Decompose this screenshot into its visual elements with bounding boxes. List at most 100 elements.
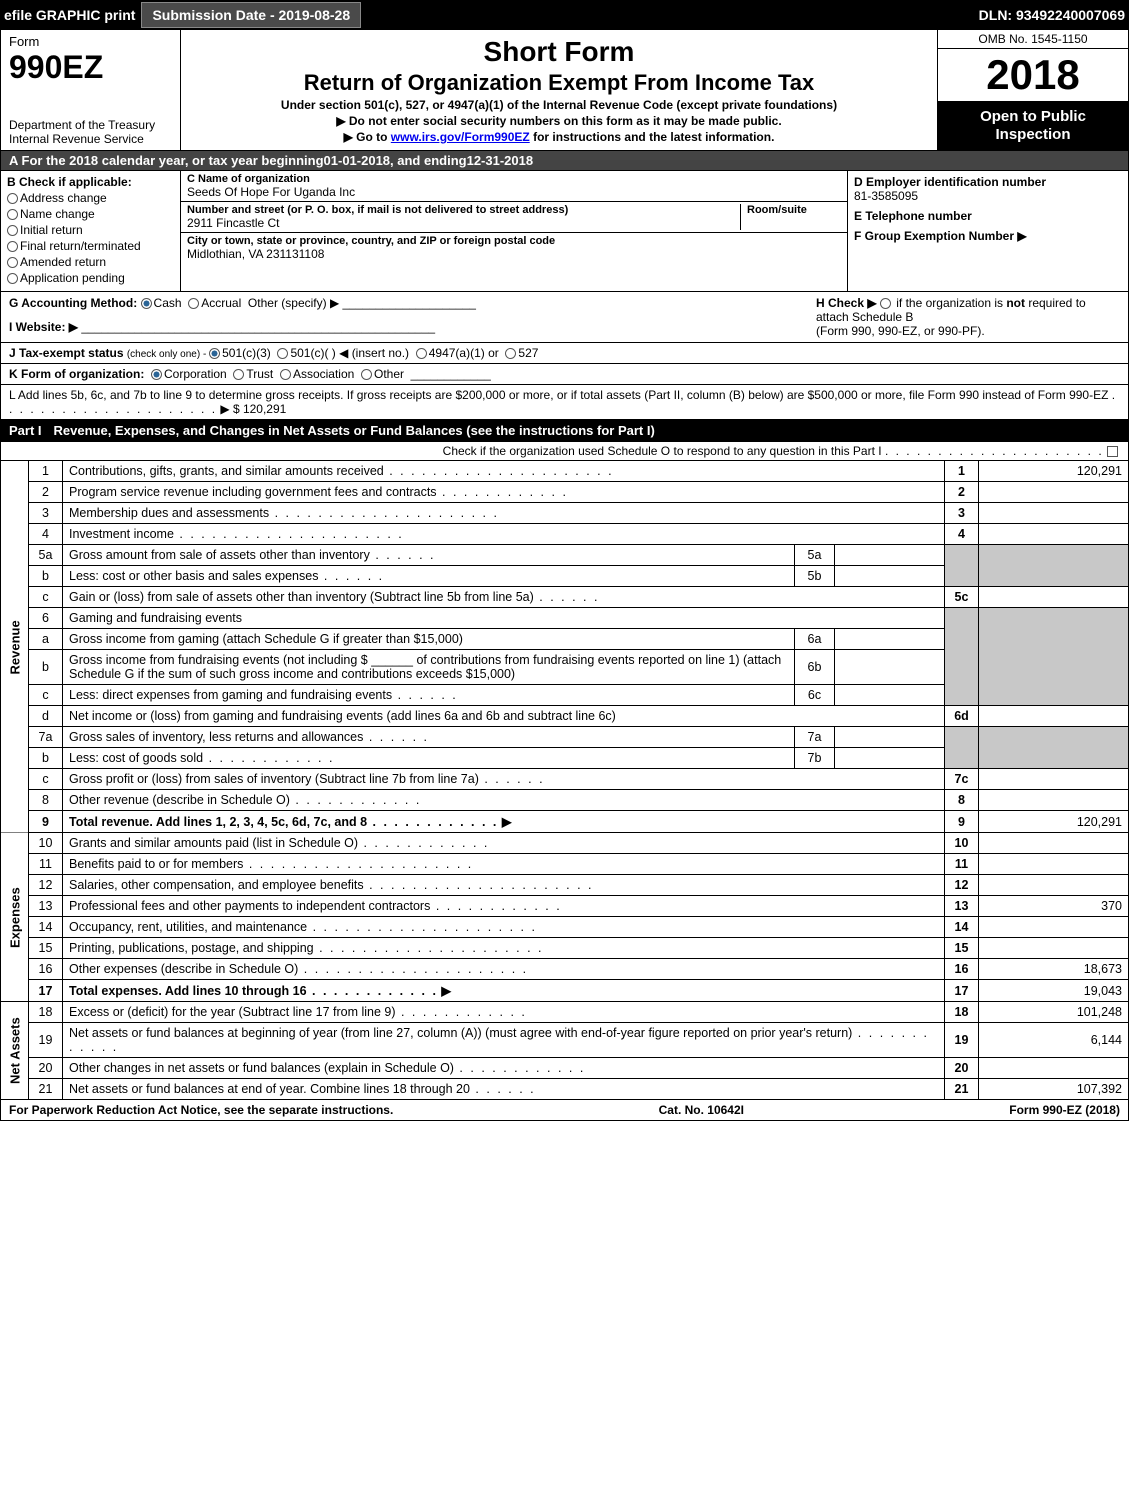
form-header-right: OMB No. 1545-1150 2018 Open to Public In… xyxy=(938,30,1128,150)
j-501c-radio[interactable] xyxy=(277,348,288,359)
b-amended-return[interactable]: Amended return xyxy=(7,255,174,269)
footer-mid: Cat. No. 10642I xyxy=(659,1103,744,1117)
table-row: 2 Program service revenue including gove… xyxy=(1,482,1129,503)
efile-topbar: efile GRAPHIC print Submission Date - 20… xyxy=(0,0,1129,30)
side-revenue: Revenue xyxy=(1,461,29,833)
dln-label: DLN: 93492240007069 xyxy=(979,7,1125,23)
k-row: K Form of organization: Corporation Trus… xyxy=(0,364,1129,385)
irs-label: Internal Revenue Service xyxy=(9,132,172,146)
c-street-value: 2911 Fincastle Ct xyxy=(187,216,734,230)
col-c: C Name of organization Seeds Of Hope For… xyxy=(181,171,848,291)
j-501c3: 501(c)(3) xyxy=(222,346,271,360)
short-form-title: Short Form xyxy=(189,36,929,68)
j-4947: 4947(a)(1) or xyxy=(429,346,499,360)
table-row: Expenses 10 Grants and similar amounts p… xyxy=(1,833,1129,854)
b-final-return[interactable]: Final return/terminated xyxy=(7,239,174,253)
table-row: c Gain or (loss) from sale of assets oth… xyxy=(1,587,1129,608)
h-text1: if the organization is xyxy=(896,296,1006,310)
form-header-left: Form 990EZ Department of the Treasury In… xyxy=(1,30,181,150)
table-row: 8 Other revenue (describe in Schedule O)… xyxy=(1,790,1129,811)
g-cash-radio[interactable] xyxy=(141,298,152,309)
table-row: 6 Gaming and fundraising events xyxy=(1,608,1129,629)
e-tel-label: E Telephone number xyxy=(854,209,1122,223)
h-block: H Check ▶ if the organization is not req… xyxy=(808,292,1128,342)
h-text3: (Form 990, 990-EZ, or 990-PF). xyxy=(816,324,985,338)
j-label: J Tax-exempt status xyxy=(9,346,127,360)
part1-header: Part I Revenue, Expenses, and Changes in… xyxy=(0,420,1129,442)
side-netassets: Net Assets xyxy=(1,1002,29,1100)
k-other-radio[interactable] xyxy=(361,369,372,380)
footer-row: For Paperwork Reduction Act Notice, see … xyxy=(0,1100,1129,1121)
d-ein-value: 81-3585095 xyxy=(854,189,1122,203)
l-value: 120,291 xyxy=(243,402,286,416)
part1-table: Revenue 1 Contributions, gifts, grants, … xyxy=(0,461,1129,1100)
k-corp: Corporation xyxy=(164,367,227,381)
f-group-exemption: F Group Exemption Number ▶ xyxy=(854,229,1122,243)
k-assoc-radio[interactable] xyxy=(280,369,291,380)
c-city-value: Midlothian, VA 231131108 xyxy=(187,247,841,261)
c-name-block: C Name of organization Seeds Of Hope For… xyxy=(181,171,847,202)
g-cash: Cash xyxy=(154,296,182,310)
k-label: K Form of organization: xyxy=(9,367,144,381)
j-527-radio[interactable] xyxy=(505,348,516,359)
j-row: J Tax-exempt status (check only one) - 5… xyxy=(0,343,1129,364)
part1-title: Revenue, Expenses, and Changes in Net As… xyxy=(54,423,1120,438)
dept-treasury: Department of the Treasury xyxy=(9,118,172,132)
table-row: Revenue 1 Contributions, gifts, grants, … xyxy=(1,461,1129,482)
entity-block: B Check if applicable: Address change Na… xyxy=(0,171,1129,292)
j-527: 527 xyxy=(518,346,538,360)
g-accrual: Accrual xyxy=(201,296,241,310)
c-name-value: Seeds Of Hope For Uganda Inc xyxy=(187,185,841,199)
b-name-change[interactable]: Name change xyxy=(7,207,174,221)
b-initial-return[interactable]: Initial return xyxy=(7,223,174,237)
footer-left: For Paperwork Reduction Act Notice, see … xyxy=(9,1103,393,1117)
form-header-mid: Short Form Return of Organization Exempt… xyxy=(181,30,938,150)
col-d: D Employer identification number 81-3585… xyxy=(848,171,1128,291)
form-header: Form 990EZ Department of the Treasury In… xyxy=(0,30,1129,151)
k-assoc: Association xyxy=(293,367,354,381)
i-website-label: I Website: ▶ xyxy=(9,320,78,334)
k-trust-radio[interactable] xyxy=(233,369,244,380)
g-block: G Accounting Method: Cash Accrual Other … xyxy=(1,292,808,342)
period-mid: , and ending xyxy=(390,153,467,168)
table-row: d Net income or (loss) from gaming and f… xyxy=(1,706,1129,727)
part1-check-row: Check if the organization used Schedule … xyxy=(0,442,1129,461)
c-street-label: Number and street (or P. O. box, if mail… xyxy=(187,204,734,216)
num: 1 xyxy=(945,461,979,482)
period-begin: 01-01-2018 xyxy=(324,153,391,168)
b-address-change[interactable]: Address change xyxy=(7,191,174,205)
k-trust: Trust xyxy=(246,367,273,381)
table-row: 14 Occupancy, rent, utilities, and maint… xyxy=(1,917,1129,938)
h-check[interactable] xyxy=(880,298,891,309)
efile-label: efile GRAPHIC print xyxy=(4,7,135,23)
val: 120,291 xyxy=(979,461,1129,482)
table-row: 5a Gross amount from sale of assets othe… xyxy=(1,545,1129,566)
j-501c3-radio[interactable] xyxy=(209,348,220,359)
table-row: 15 Printing, publications, postage, and … xyxy=(1,938,1129,959)
table-row: 9 Total revenue. Add lines 1, 2, 3, 4, 5… xyxy=(1,811,1129,833)
goto-post: for instructions and the latest informat… xyxy=(530,130,775,144)
submission-date-button[interactable]: Submission Date - 2019-08-28 xyxy=(141,2,361,28)
h-label: H Check ▶ xyxy=(816,296,880,310)
j-4947-radio[interactable] xyxy=(416,348,427,359)
table-row: 20 Other changes in net assets or fund b… xyxy=(1,1058,1129,1079)
desc: Contributions, gifts, grants, and simila… xyxy=(63,461,945,482)
c-name-label: C Name of organization xyxy=(187,173,841,185)
under-section: Under section 501(c), 527, or 4947(a)(1)… xyxy=(189,98,929,112)
goto-pre: ▶ Go to xyxy=(344,130,391,144)
no-ssn-note: ▶ Do not enter social security numbers o… xyxy=(189,114,929,128)
k-corp-radio[interactable] xyxy=(151,369,162,380)
table-row: 17 Total expenses. Add lines 10 through … xyxy=(1,980,1129,1002)
l-text: L Add lines 5b, 6c, and 7b to line 9 to … xyxy=(9,388,1108,402)
b-heading: B Check if applicable: xyxy=(7,175,174,189)
period-a-label: A For the 2018 calendar year, or tax yea… xyxy=(9,153,324,168)
irs-link[interactable]: www.irs.gov/Form990EZ xyxy=(391,130,530,144)
b-application-pending[interactable]: Application pending xyxy=(7,271,174,285)
c-street-block: Number and street (or P. O. box, if mail… xyxy=(181,202,847,233)
table-row: 21 Net assets or fund balances at end of… xyxy=(1,1079,1129,1100)
g-accrual-radio[interactable] xyxy=(188,298,199,309)
table-row: Net Assets 18 Excess or (deficit) for th… xyxy=(1,1002,1129,1023)
d-ein-label: D Employer identification number xyxy=(854,175,1122,189)
c-room-label: Room/suite xyxy=(747,204,841,216)
part1-checkbox[interactable] xyxy=(1107,446,1118,457)
